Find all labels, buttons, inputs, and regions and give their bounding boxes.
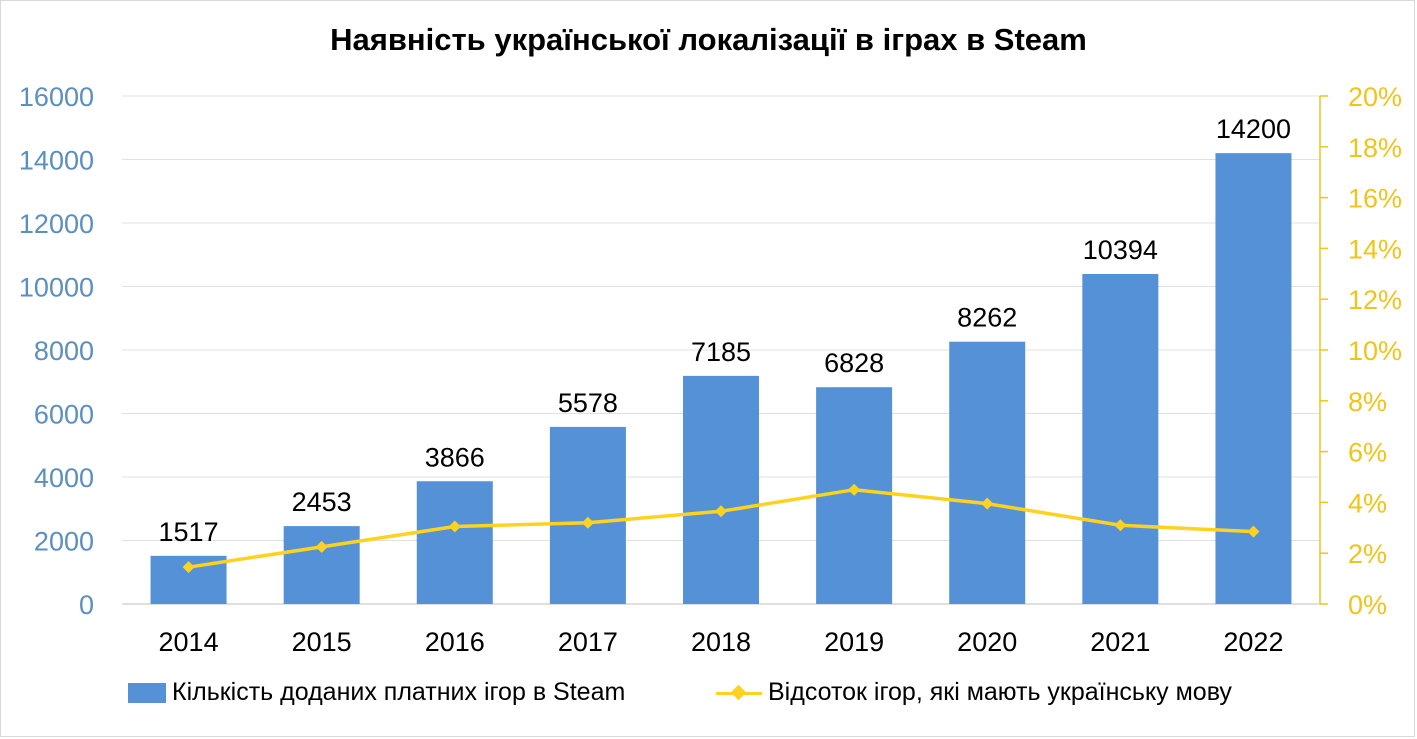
y-right-tick-label: 16% [1348, 184, 1402, 214]
y-right-tick-label: 18% [1348, 133, 1402, 163]
x-tick-label: 2017 [558, 627, 618, 657]
bar-data-label: 10394 [1083, 235, 1158, 265]
y-left-tick-label: 16000 [19, 82, 94, 112]
bar-data-label: 6828 [824, 348, 884, 378]
y-right-tick-label: 6% [1348, 438, 1387, 468]
x-tick-label: 2020 [957, 627, 1017, 657]
y-left-tick-label: 12000 [19, 209, 94, 239]
line-point [315, 540, 328, 553]
bar [283, 526, 360, 604]
y-right-tick-label: 12% [1348, 285, 1402, 315]
y-left-tick-label: 8000 [34, 336, 94, 366]
bar [1082, 273, 1159, 604]
legend-swatch-bars [128, 682, 166, 703]
x-tick-label: 2021 [1090, 627, 1150, 657]
y-left-tick-label: 0 [79, 590, 94, 620]
x-tick-label: 2016 [425, 627, 485, 657]
y-left-tick-label: 2000 [34, 527, 94, 557]
legend-item-bars: Кількість доданих платних ігор в Steam [128, 678, 625, 707]
y-right-tick-label: 0% [1348, 590, 1387, 620]
y-right-tick-label: 4% [1348, 488, 1387, 518]
bar-data-label: 1517 [159, 517, 219, 547]
legend-label-line: Відсоток ігор, які мають українську мову [768, 678, 1232, 706]
bar-data-label: 3866 [425, 442, 485, 472]
x-tick-label: 2018 [691, 627, 751, 657]
line-point [848, 483, 861, 496]
bar [549, 426, 626, 604]
line-point [715, 505, 727, 518]
bar [949, 341, 1026, 604]
y-left-tick-label: 6000 [34, 400, 94, 430]
chart-legend: Кількість доданих платних ігор в Steam В… [0, 678, 1417, 718]
y-left-tick-label: 4000 [34, 463, 94, 493]
y-right-tick-label: 10% [1348, 336, 1402, 366]
line-point [448, 520, 461, 533]
y-right-tick-label: 20% [1348, 82, 1402, 112]
x-tick-label: 2015 [292, 627, 352, 657]
bar-data-label: 2453 [292, 487, 352, 517]
line-point [981, 497, 994, 510]
x-tick-label: 2019 [824, 627, 884, 657]
y-right-tick-label: 14% [1348, 234, 1402, 264]
line-point [1247, 525, 1260, 538]
x-tick-label: 2022 [1223, 627, 1283, 657]
legend-swatch-line [716, 683, 762, 703]
chart-title: Наявність української локалізації в ігра… [330, 22, 1087, 57]
line-point [581, 516, 594, 529]
bar-data-label: 7185 [691, 337, 751, 367]
bar [416, 481, 493, 604]
y-right-tick-label: 8% [1348, 387, 1387, 417]
legend-item-line: Відсоток ігор, які мають українську мову [716, 678, 1232, 707]
y-left-tick-label: 14000 [19, 146, 94, 176]
bar-data-label: 14200 [1216, 114, 1291, 144]
line-point [1114, 519, 1127, 532]
x-tick-label: 2014 [159, 627, 219, 657]
legend-label-bars: Кількість доданих платних ігор в Steam [172, 678, 626, 706]
bar [683, 375, 759, 604]
bar-data-label: 8262 [957, 303, 1017, 333]
y-left-tick-label: 10000 [19, 273, 94, 303]
bar-data-label: 5578 [558, 388, 618, 418]
line-point [182, 561, 195, 574]
y-right-tick-label: 2% [1348, 539, 1387, 569]
